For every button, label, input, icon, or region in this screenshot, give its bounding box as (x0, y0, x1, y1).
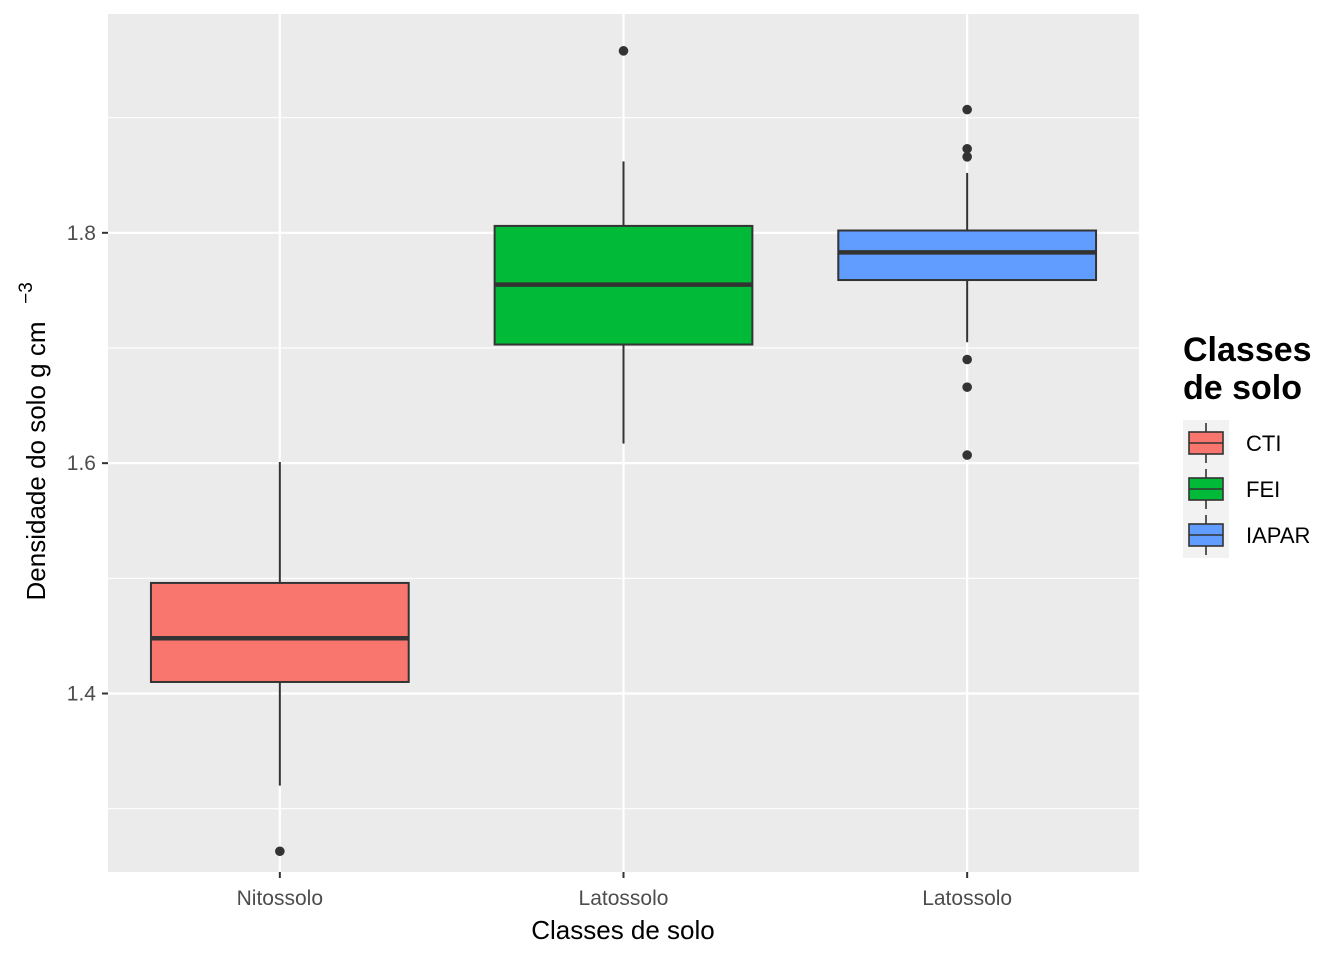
legend-key-iapar: IAPAR (1183, 512, 1310, 558)
outlier-point (275, 846, 285, 857)
y-axis-title-group: Densidade do solo g cm −3 (16, 282, 51, 600)
legend-key-fei: FEI (1183, 466, 1280, 512)
box-fei (493, 46, 754, 444)
x-axis-title: Classes de solo (531, 915, 715, 945)
iqr-box (837, 229, 1098, 282)
y-tick-label: 1.6 (67, 452, 96, 475)
legend-title-line1: Classes (1183, 331, 1312, 369)
x-tick-label: Nitossolo (237, 887, 323, 910)
legend-title-line2: de solo (1183, 369, 1302, 407)
y-axis-title-superscript: −3 (16, 282, 37, 304)
x-tick-label: Latossolo (579, 887, 669, 910)
outlier-point (962, 382, 972, 392)
legend: Classes de solo CTI FEI IAPAR (1183, 331, 1312, 558)
iqr-box (149, 581, 410, 683)
legend-key-cti: CTI (1183, 420, 1281, 466)
axes: 1.4 1.6 1.8 Nitossolo Latossolo Latossolo (67, 222, 1012, 910)
outlier-point (618, 46, 629, 56)
legend-keys: CTI FEI IAPAR (1183, 420, 1310, 558)
outlier-point (962, 450, 972, 460)
outlier-point (962, 143, 972, 154)
outlier-point (962, 104, 972, 115)
legend-label: CTI (1246, 431, 1281, 456)
outlier-point (962, 354, 972, 365)
boxes (149, 46, 1098, 857)
legend-label: IAPAR (1246, 523, 1310, 548)
box-iapar (837, 104, 1098, 460)
outlier-point (962, 152, 972, 162)
y-tick-label: 1.8 (67, 222, 96, 245)
box-cti (149, 462, 410, 857)
y-axis-title: Densidade do solo g cm (21, 322, 51, 601)
legend-label: FEI (1246, 477, 1280, 502)
y-tick-label: 1.4 (67, 682, 97, 705)
x-tick-label: Latossolo (922, 887, 1012, 910)
